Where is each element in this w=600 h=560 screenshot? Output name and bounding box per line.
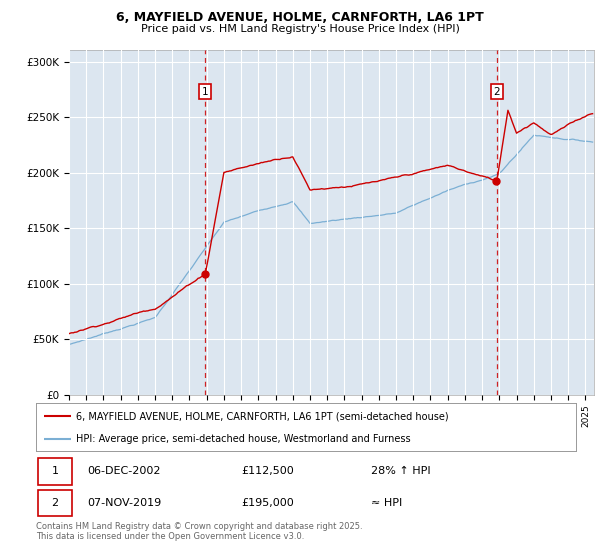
Text: 1: 1 — [52, 466, 58, 477]
Text: ≈ HPI: ≈ HPI — [371, 498, 402, 508]
Text: HPI: Average price, semi-detached house, Westmorland and Furness: HPI: Average price, semi-detached house,… — [77, 435, 411, 445]
Text: Contains HM Land Registry data © Crown copyright and database right 2025.
This d: Contains HM Land Registry data © Crown c… — [36, 522, 362, 542]
Text: 2: 2 — [52, 498, 58, 508]
Text: 6, MAYFIELD AVENUE, HOLME, CARNFORTH, LA6 1PT: 6, MAYFIELD AVENUE, HOLME, CARNFORTH, LA… — [116, 11, 484, 24]
Text: 07-NOV-2019: 07-NOV-2019 — [88, 498, 161, 508]
FancyBboxPatch shape — [38, 458, 71, 485]
Text: 06-DEC-2002: 06-DEC-2002 — [88, 466, 161, 477]
Text: £195,000: £195,000 — [241, 498, 294, 508]
Text: 6, MAYFIELD AVENUE, HOLME, CARNFORTH, LA6 1PT (semi-detached house): 6, MAYFIELD AVENUE, HOLME, CARNFORTH, LA… — [77, 412, 449, 422]
FancyBboxPatch shape — [38, 489, 71, 516]
Text: 1: 1 — [202, 87, 209, 97]
Text: Price paid vs. HM Land Registry's House Price Index (HPI): Price paid vs. HM Land Registry's House … — [140, 24, 460, 34]
Text: £112,500: £112,500 — [241, 466, 294, 477]
Text: 2: 2 — [493, 87, 500, 97]
Text: 28% ↑ HPI: 28% ↑ HPI — [371, 466, 430, 477]
